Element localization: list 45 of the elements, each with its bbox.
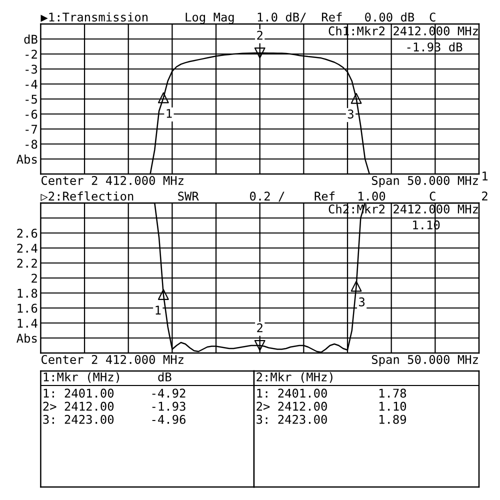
y-tick-label: Abs: [16, 333, 37, 343]
point: [350, 280, 362, 292]
text: 2> 2412.00 -1.93: [43, 402, 186, 411]
annotation: 2: [257, 323, 262, 332]
y-tick-label: 1.8: [18, 288, 38, 298]
y-tick-label: 2.6: [17, 228, 38, 238]
text: 1: 2401.00 1.78: [257, 388, 406, 398]
text: 2:Mkr (MHz): [256, 372, 332, 383]
text: 2: [482, 191, 488, 200]
y-tick-label: -5: [26, 94, 37, 104]
y-tick-label: -4: [26, 80, 38, 89]
point: [158, 92, 169, 104]
y-tick-label: -6: [26, 110, 38, 119]
text: Span 50.000 MHz: [372, 354, 478, 366]
y-tick-label: -7: [26, 124, 38, 134]
annotation: 3: [359, 297, 365, 306]
y-tick-label: 2: [32, 274, 37, 283]
chart-title: ▷2:Reflection SWR 0.2 / Ref 1.00 C: [40, 191, 436, 202]
point: [350, 92, 362, 104]
point: [254, 47, 266, 58]
annotation: 1: [156, 306, 161, 314]
y-tick-label: -2: [26, 50, 37, 59]
text: 2> 2412.00 1.10: [256, 402, 406, 411]
text: 3: 2423.00 1.89: [256, 414, 406, 424]
point: [158, 289, 169, 300]
chart-title: ▶1:Transmission Log Mag 1.0 dB/ Ref 0.00 dB C: [40, 12, 436, 24]
point: [254, 340, 266, 351]
y-tick-label: 1.6: [18, 304, 38, 313]
y-tick-label: dB: [24, 34, 38, 44]
annotation: 2: [257, 30, 262, 40]
text: 1:Mkr (MHz) dB: [44, 372, 172, 383]
y-tick-label: -8: [26, 140, 38, 149]
text: 3: 2423.00 -4.96: [43, 414, 186, 424]
y-tick-label: 2.2: [17, 258, 37, 268]
y-tick-label: 1.4: [18, 318, 38, 328]
y-tick-label: 2.4: [17, 244, 38, 253]
text: Center 2 412.000 MHz: [42, 354, 184, 364]
text: 1: [482, 172, 488, 180]
text: Center 2 412.000 MHz: [42, 176, 184, 185]
y-tick-label: Abs: [16, 154, 37, 164]
text: Span 50.000 MHz: [372, 176, 478, 188]
text: 1: 2401.00 -4.92: [44, 388, 186, 398]
annotation: 1: [166, 109, 172, 118]
annotation: 3: [348, 110, 354, 119]
y-tick-label: -3: [26, 64, 38, 74]
